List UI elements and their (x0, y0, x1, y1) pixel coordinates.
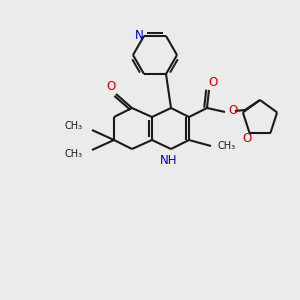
Text: O: O (243, 132, 252, 145)
Text: O: O (106, 80, 116, 92)
Text: N: N (135, 29, 143, 42)
Text: NH: NH (160, 154, 178, 167)
Text: CH₃: CH₃ (65, 121, 83, 131)
Text: O: O (228, 104, 238, 118)
Text: O: O (208, 76, 217, 88)
Text: CH₃: CH₃ (218, 141, 236, 151)
Text: CH₃: CH₃ (65, 149, 83, 159)
